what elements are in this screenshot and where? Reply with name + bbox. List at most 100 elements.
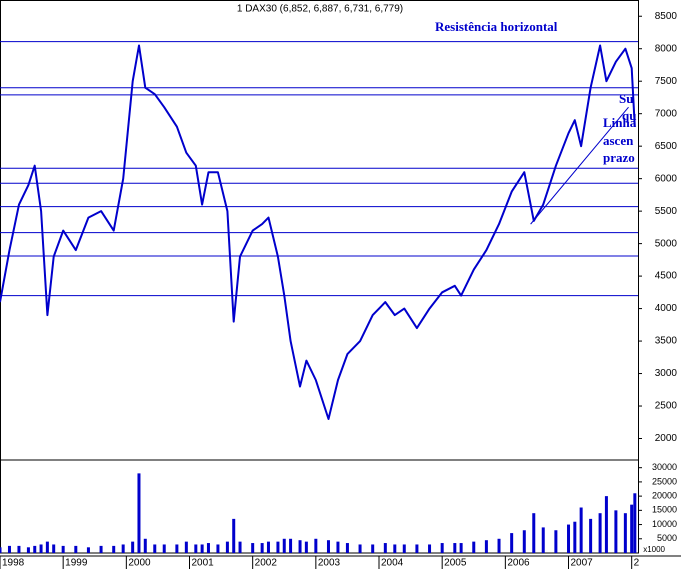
volume-bar — [358, 544, 362, 553]
volume-bar — [573, 521, 577, 553]
volume-bar — [238, 541, 242, 553]
volume-bar — [510, 533, 514, 553]
volume-bar — [162, 544, 166, 553]
volume-bar — [289, 538, 293, 553]
volume-bar — [298, 540, 302, 553]
volume-bar — [0, 547, 2, 553]
y-tick-label: 7000 — [655, 108, 678, 119]
x-tick-label: 2005 — [444, 558, 467, 569]
x-tick-label: 1998 — [2, 558, 25, 569]
volume-bar — [532, 513, 536, 553]
annotation: prazo — [603, 150, 635, 165]
volume-bar — [216, 544, 220, 553]
annotation: Linha — [603, 115, 637, 130]
volume-bar — [137, 473, 141, 553]
volume-bar — [153, 544, 157, 553]
x-tick-label: 1999 — [65, 558, 88, 569]
volume-tick-label: 20000 — [652, 491, 677, 501]
volume-bar — [17, 545, 21, 553]
volume-bar — [604, 496, 608, 553]
volume-bar — [276, 541, 280, 553]
y-tick-label: 4500 — [655, 271, 678, 282]
annotation: Resistência horizontal — [435, 19, 558, 34]
volume-bar — [99, 545, 103, 553]
volume-tick-label: 30000 — [652, 462, 677, 472]
y-tick-label: 7500 — [655, 76, 678, 87]
x-tick-label: 2 — [634, 558, 640, 569]
y-tick-label: 4000 — [655, 303, 678, 314]
y-tick-label: 3000 — [655, 368, 678, 379]
volume-bar — [484, 540, 488, 553]
volume-bar — [184, 541, 188, 553]
volume-bar — [371, 544, 375, 553]
y-tick-label: 5000 — [655, 238, 678, 249]
y-tick-label: 8500 — [655, 11, 678, 22]
x-tick-label: 2002 — [255, 558, 278, 569]
volume-bar — [232, 518, 236, 553]
volume-bar — [52, 544, 56, 553]
x-tick-label: 2000 — [128, 558, 151, 569]
volume-bar — [393, 544, 397, 553]
volume-bar — [453, 543, 457, 553]
volume-bar — [554, 530, 558, 553]
volume-tick-label: 25000 — [652, 476, 677, 486]
volume-bar — [598, 513, 602, 553]
volume-bar — [472, 541, 476, 553]
volume-unit: x1000 — [643, 545, 665, 554]
volume-bar — [440, 543, 444, 553]
volume-bar — [579, 507, 583, 553]
volume-bar — [260, 543, 264, 553]
y-tick-label: 5500 — [655, 206, 678, 217]
price-line — [0, 44, 636, 420]
volume-bar — [497, 538, 501, 553]
volume-bar — [541, 527, 545, 553]
volume-bar — [314, 538, 318, 553]
volume-bar — [345, 543, 349, 553]
volume-bar — [121, 544, 125, 553]
volume-bar — [614, 510, 618, 553]
volume-bar — [39, 544, 43, 553]
volume-bar — [206, 543, 210, 553]
x-tick-label: 2007 — [571, 558, 594, 569]
volume-bar — [282, 538, 286, 553]
y-tick-label: 3500 — [655, 336, 678, 347]
volume-bar — [402, 544, 406, 553]
volume-tick-label: 5000 — [657, 533, 677, 543]
volume-bar — [86, 547, 90, 553]
volume-bar — [26, 547, 30, 553]
x-tick-label: 2006 — [507, 558, 530, 569]
volume-bar — [266, 541, 270, 553]
volume-bar — [428, 544, 432, 553]
x-tick-label: 2003 — [318, 558, 341, 569]
volume-bar — [225, 541, 229, 553]
y-tick-label: 6500 — [655, 141, 678, 152]
volume-bar — [630, 504, 634, 553]
volume-bar — [74, 545, 78, 553]
x-tick-label: 2001 — [192, 558, 215, 569]
y-tick-label: 2500 — [655, 401, 678, 412]
volume-bar — [175, 544, 179, 553]
volume-bar — [623, 513, 627, 553]
plot-frame — [0, 0, 639, 554]
y-tick-label: 2000 — [655, 433, 678, 444]
volume-bar — [33, 545, 37, 553]
volume-bar — [415, 544, 419, 553]
volume-bar — [383, 543, 387, 553]
volume-bar — [200, 544, 204, 553]
volume-bar — [522, 530, 526, 553]
volume-tick-label: 15000 — [652, 505, 677, 515]
annotation: qu — [622, 108, 636, 123]
volume-bar — [589, 518, 593, 553]
y-tick-label: 8000 — [655, 43, 678, 54]
volume-bar — [61, 545, 65, 553]
annotation: Su — [619, 91, 633, 106]
volume-bar — [143, 538, 147, 553]
x-tick-label: 2004 — [381, 558, 404, 569]
volume-bar — [459, 543, 463, 553]
volume-bar — [304, 541, 308, 553]
volume-bar — [131, 541, 135, 553]
volume-tick-label: 10000 — [652, 519, 677, 529]
volume-bar — [326, 540, 330, 553]
